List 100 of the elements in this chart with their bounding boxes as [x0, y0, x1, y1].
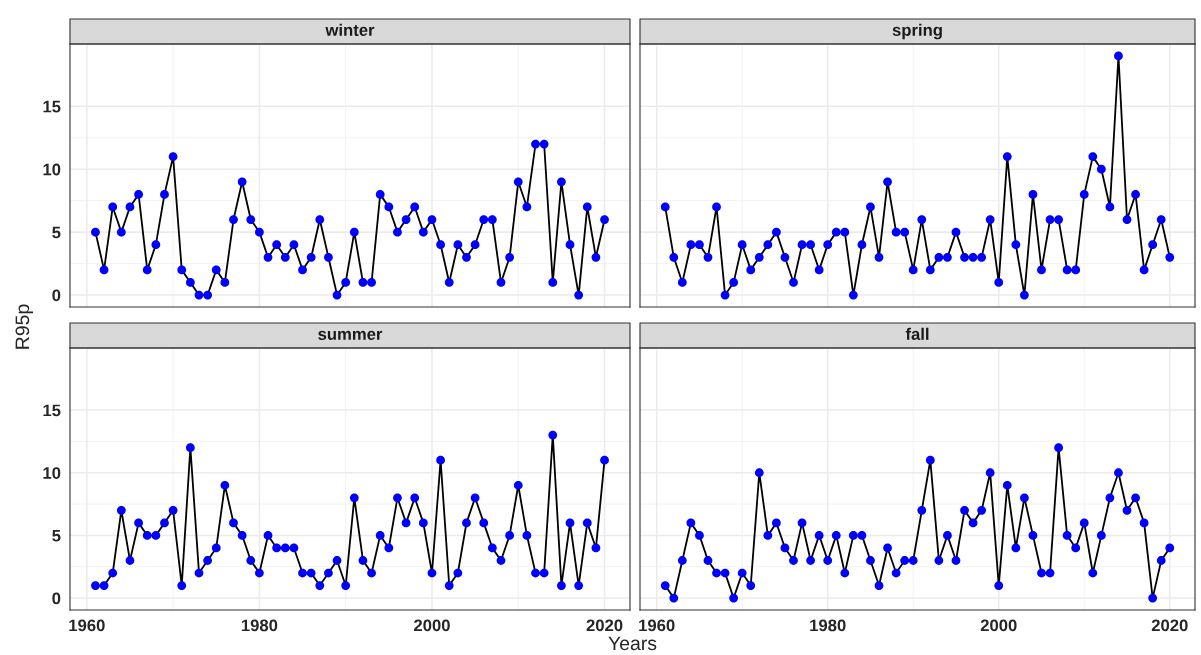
point	[237, 177, 247, 187]
point	[289, 240, 299, 250]
point	[720, 568, 730, 578]
point	[341, 278, 351, 287]
point	[660, 581, 670, 590]
point	[806, 240, 815, 250]
point	[418, 518, 428, 528]
point	[582, 202, 592, 212]
x-tick-label: 2000	[980, 619, 1017, 632]
point	[1020, 290, 1029, 300]
point	[91, 227, 100, 237]
y-tick-label: 0	[52, 592, 61, 605]
point	[401, 518, 411, 528]
point	[315, 215, 325, 224]
point	[315, 581, 325, 590]
point	[1131, 189, 1140, 199]
point	[669, 252, 679, 262]
point	[1011, 240, 1021, 250]
point	[968, 252, 978, 262]
point	[384, 202, 394, 212]
point	[1165, 543, 1175, 553]
point	[840, 568, 850, 578]
y-tick-label: 5	[52, 226, 61, 239]
point	[177, 581, 187, 590]
point	[1156, 556, 1166, 565]
point	[1122, 505, 1132, 515]
point	[479, 518, 489, 528]
point	[134, 518, 143, 528]
point	[513, 177, 523, 187]
point	[703, 556, 713, 565]
point	[925, 455, 935, 465]
point	[332, 290, 342, 300]
point	[695, 531, 704, 540]
point	[797, 518, 807, 528]
point	[591, 252, 601, 262]
point	[1002, 152, 1012, 162]
point	[1114, 51, 1123, 61]
point	[246, 215, 256, 224]
point	[574, 290, 584, 300]
point	[789, 278, 798, 287]
point	[151, 531, 161, 540]
point	[99, 265, 109, 275]
point	[487, 215, 497, 224]
point	[874, 252, 884, 262]
point	[789, 556, 798, 565]
point	[168, 505, 178, 515]
point	[1054, 215, 1063, 224]
point	[539, 568, 549, 578]
point	[1054, 443, 1063, 453]
point	[108, 568, 118, 578]
point	[125, 202, 135, 212]
point	[557, 177, 566, 187]
point	[401, 215, 411, 224]
point	[763, 531, 773, 540]
point	[1105, 493, 1115, 503]
point	[505, 252, 515, 262]
point	[306, 568, 316, 578]
point	[943, 252, 952, 262]
point	[660, 202, 670, 212]
point	[324, 568, 333, 578]
point	[977, 252, 987, 262]
point	[203, 556, 213, 565]
point	[272, 543, 282, 553]
point	[375, 531, 385, 540]
point	[746, 581, 756, 590]
point	[1002, 480, 1012, 490]
point	[263, 252, 273, 262]
point	[134, 189, 143, 199]
point	[453, 240, 463, 250]
point	[994, 278, 1004, 287]
point	[917, 215, 927, 224]
point	[1139, 265, 1149, 275]
point	[548, 430, 558, 440]
point	[857, 531, 867, 540]
point	[142, 265, 152, 275]
point	[985, 468, 995, 478]
point	[925, 265, 935, 275]
point	[780, 252, 790, 262]
point	[1088, 152, 1098, 162]
point	[298, 265, 307, 275]
point	[737, 240, 747, 250]
point	[393, 227, 402, 237]
point	[298, 568, 307, 578]
point	[1096, 164, 1106, 174]
point	[772, 518, 781, 528]
y-tick-label: 15	[43, 100, 61, 113]
point	[1045, 215, 1055, 224]
point	[866, 556, 875, 565]
point	[729, 278, 739, 287]
y-tick-label: 15	[43, 404, 61, 417]
point	[539, 139, 549, 149]
point	[246, 556, 256, 565]
point	[866, 202, 875, 212]
point	[814, 531, 824, 540]
y-axis-title: R95p	[15, 304, 34, 349]
point	[393, 493, 402, 503]
point	[968, 518, 978, 528]
point	[185, 443, 195, 453]
point	[1131, 493, 1140, 503]
point	[565, 518, 575, 528]
